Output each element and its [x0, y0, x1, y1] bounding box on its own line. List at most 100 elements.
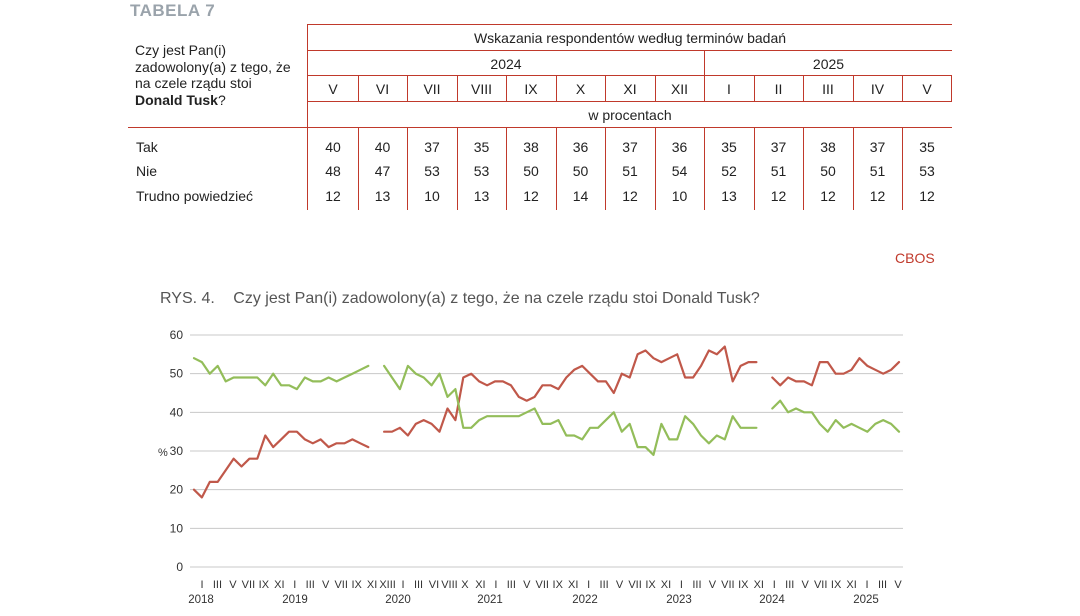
table-month-header: XII [670, 81, 689, 97]
x-month-label: VII [242, 579, 255, 591]
x-month-label: VIII [441, 579, 458, 591]
table-month-header: VI [375, 81, 390, 97]
table-month-header: VII [423, 81, 441, 97]
x-month-label: XI [475, 579, 485, 591]
y-axis-label: % [158, 447, 168, 459]
table-question: Czy jest Pan(i) zadowolony(a) z tego, że… [135, 42, 300, 108]
table-month-header: V [328, 81, 338, 97]
series-line [192, 430, 370, 499]
x-month-label: VII [814, 579, 827, 591]
table-cell: 38 [820, 139, 836, 155]
x-month-label: III [306, 579, 315, 591]
table-cell: 12 [820, 188, 836, 204]
table-cell: 54 [671, 163, 688, 179]
chart-title-number: RYS. 4. [160, 290, 215, 307]
table-cell: 50 [523, 163, 539, 179]
x-month-label: I [773, 579, 776, 591]
table-right-edge-header [951, 75, 952, 101]
x-month-label: I [866, 579, 869, 591]
x-month-label: III [213, 579, 222, 591]
table-body-divider [754, 127, 755, 210]
x-month-label: XI [754, 579, 764, 591]
x-month-label: IX [259, 579, 270, 591]
table-cell: 51 [770, 163, 787, 179]
x-month-label: III [692, 579, 701, 591]
y-tick-label: 50 [170, 367, 184, 381]
x-month-label: I [293, 579, 296, 591]
table-cell: 35 [919, 139, 935, 155]
x-year-label: 2019 [282, 594, 308, 606]
table-cell: 12 [919, 188, 935, 204]
series-line [192, 357, 370, 391]
series-line [383, 364, 758, 456]
table-body-divider [506, 127, 507, 210]
table-month-divider [358, 75, 359, 101]
table-body-divider [407, 127, 408, 210]
table-cell: 10 [671, 188, 688, 204]
row-label-tak: Tak [136, 139, 158, 155]
question-end: ? [217, 91, 226, 108]
row-label-trudno: Trudno powiedzieć [136, 188, 253, 204]
table-cell: 14 [572, 188, 589, 204]
table-month-header: I [727, 81, 731, 97]
table-cell: 13 [374, 188, 391, 204]
table-month-divider [704, 75, 705, 101]
x-year-label: 2023 [666, 594, 692, 606]
table-month-divider [506, 75, 507, 101]
y-tick-label: 10 [170, 521, 184, 535]
table-cell: 53 [473, 163, 490, 179]
table-month-header: II [774, 81, 783, 97]
y-tick-label: 0 [176, 560, 183, 574]
table-month-divider [803, 75, 804, 101]
x-month-label: III [414, 579, 423, 591]
table-cell: 36 [671, 139, 688, 155]
table-month-header: X [575, 81, 586, 97]
series-line [771, 399, 901, 433]
table-cell: 10 [424, 188, 440, 204]
table-month-divider [556, 75, 557, 101]
x-month-label: V [523, 579, 531, 591]
table-cell: 12 [325, 188, 341, 204]
table-header-bottom-line [128, 127, 952, 128]
table-cell: 36 [572, 139, 589, 155]
x-month-label: X [461, 579, 469, 591]
table-main-vline [307, 24, 308, 210]
x-month-label: V [229, 579, 237, 591]
x-month-label: XI [274, 579, 284, 591]
table-month-header: V [922, 81, 932, 97]
x-month-label: XIII [379, 579, 396, 591]
table-header-title: Wskazania respondentów według terminów b… [473, 30, 787, 46]
table-cell: 37 [424, 139, 440, 155]
table-cell: 12 [770, 188, 787, 204]
y-tick-label: 60 [170, 328, 184, 342]
table-year-2024: 2024 [490, 56, 522, 72]
x-year-label: 2022 [572, 594, 598, 606]
table-cell: 53 [424, 163, 440, 179]
table-month-divider [754, 75, 755, 101]
table-month-divider [902, 75, 903, 101]
table-cell: 48 [325, 163, 341, 179]
table-top-line [308, 24, 952, 25]
x-month-label: III [878, 579, 887, 591]
x-month-label: V [709, 579, 717, 591]
table-cell: 37 [622, 139, 638, 155]
table-body-divider [655, 127, 656, 210]
table-month-header: IV [870, 81, 885, 97]
x-month-label: VI [429, 579, 439, 591]
x-month-label: V [894, 579, 902, 591]
question-text: Czy jest Pan(i) zadowolony(a) z tego, że… [135, 42, 291, 91]
table-month-divider [655, 75, 656, 101]
x-month-label: I [402, 579, 405, 591]
table-body-divider [803, 127, 804, 210]
table-year-2025: 2025 [812, 56, 845, 72]
table-month-header: XI [623, 81, 637, 97]
table-label: TABELA 7 [130, 1, 216, 20]
table-cell: 12 [869, 188, 886, 204]
table-body-divider [853, 127, 854, 210]
x-month-label: I [200, 579, 203, 591]
x-year-label: 2025 [853, 594, 879, 606]
y-tick-label: 30 [170, 444, 184, 458]
table-body-divider [457, 127, 458, 210]
table-header-line-3 [308, 101, 952, 102]
